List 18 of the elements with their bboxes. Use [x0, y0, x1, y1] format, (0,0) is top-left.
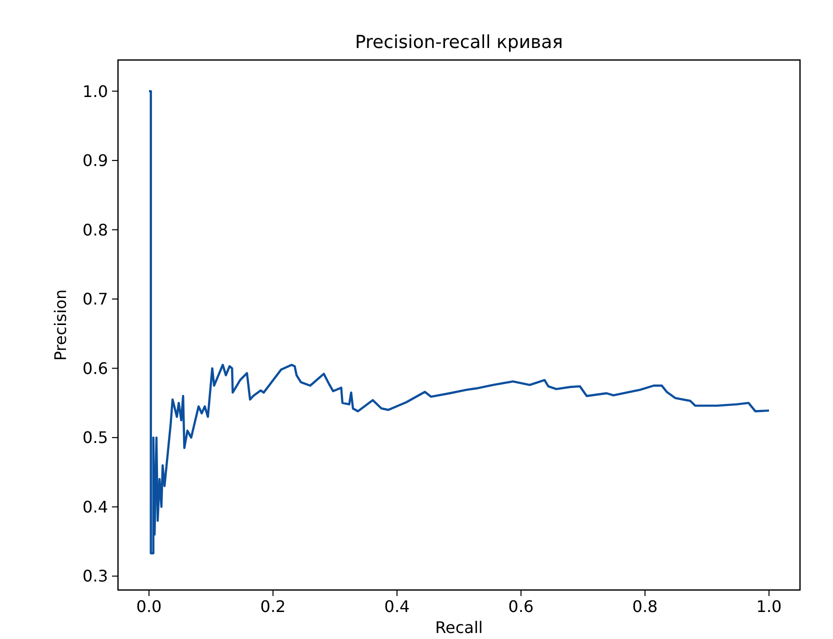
- x-tick-label: 0.8: [632, 597, 658, 616]
- y-axis-title: Precision: [51, 289, 70, 361]
- x-tick-label: 0.6: [508, 597, 534, 616]
- y-tick-label: 0.7: [82, 290, 108, 309]
- y-tick-label: 0.8: [82, 220, 108, 240]
- y-tick-label: 0.6: [82, 358, 108, 378]
- chart-title: Precision-recall кривая: [354, 32, 564, 53]
- line-series: [148, 90, 770, 554]
- x-axis-title: Recall: [435, 618, 483, 637]
- y-tick-label: 0.9: [82, 151, 108, 170]
- x-tick-label: 0.2: [260, 597, 286, 616]
- x-tick-label: 0.0: [136, 597, 162, 616]
- y-tick-label: 1.0: [82, 82, 108, 101]
- x-tick-label: 0.4: [384, 597, 410, 616]
- y-tick-label: 0.4: [82, 497, 108, 516]
- x-tick-label: 1.0: [756, 597, 782, 616]
- y-tick-label: 0.5: [82, 428, 108, 448]
- y-tick-label: 0.3: [82, 566, 108, 586]
